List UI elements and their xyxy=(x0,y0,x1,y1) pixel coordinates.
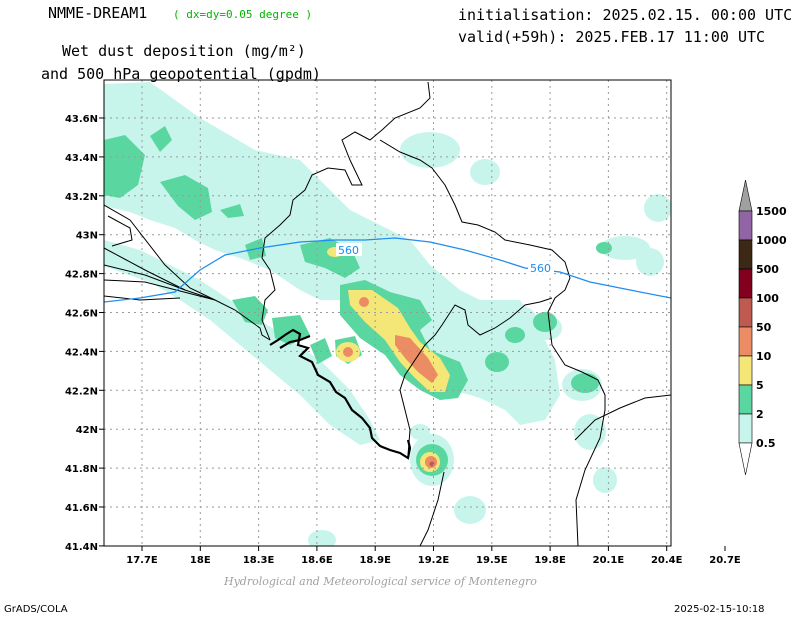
lat-tick-label: 43N xyxy=(76,231,98,242)
initialisation-time: initialisation: 2025.02.15. 00:00 UTC xyxy=(458,6,793,24)
lat-tick-label: 43.6N xyxy=(65,114,98,125)
model-name: NMME-DREAM1 xyxy=(48,4,148,22)
legend-label: 2 xyxy=(756,408,764,421)
legend-label: 0.5 xyxy=(756,437,776,450)
legend-swatch xyxy=(738,326,753,357)
lon-tick-label: 18.3E xyxy=(243,555,275,566)
lat-tick-label: 42.8N xyxy=(65,270,98,281)
lon-tick-label: 19.8E xyxy=(534,555,566,566)
map-gridlines xyxy=(104,80,671,546)
lat-tick-label: 43.2N xyxy=(65,192,98,203)
lat-tick-label: 42.6N xyxy=(65,309,98,320)
legend-arrow-bottom xyxy=(738,442,753,476)
country-borders xyxy=(104,81,671,546)
credit-line: Hydrological and Meteorological service … xyxy=(224,575,537,588)
legend-swatch xyxy=(738,210,753,241)
legend-label: 50 xyxy=(756,321,772,334)
legend-label: 500 xyxy=(756,263,779,276)
lat-tick-label: 42N xyxy=(76,425,98,436)
legend-label: 100 xyxy=(756,292,779,305)
axis-tickmarks xyxy=(99,117,726,551)
legend-label: 1500 xyxy=(756,205,787,218)
valid-time: valid(+59h): 2025.FEB.17 11:00 UTC xyxy=(458,28,766,46)
lat-tick-label: 41.6N xyxy=(65,503,98,514)
lon-tick-label: 20.7E xyxy=(709,555,741,566)
legend-swatch xyxy=(738,413,753,444)
lon-tick-label: 20.1E xyxy=(593,555,625,566)
resolution-label: ( dx=dy=0.05 degree ) xyxy=(173,8,313,21)
lat-tick-label: 43.4N xyxy=(65,153,98,164)
map-title-line1: Wet dust deposition (mg/m²) xyxy=(62,42,306,60)
contour-label-bg xyxy=(336,243,362,256)
generation-time: 2025-02-15-10:18 xyxy=(674,604,765,615)
lon-tick-label: 17.7E xyxy=(126,555,158,566)
lat-tick-label: 41.4N xyxy=(65,542,98,553)
lat-tick-label: 42.4N xyxy=(65,347,98,358)
lon-tick-label: 18.6E xyxy=(301,555,333,566)
lat-tick-label: 42.2N xyxy=(65,386,98,397)
color-legend: 1500 1000 500 100 50 10 5 2 0.5 xyxy=(738,179,787,476)
lon-tick-label: 18E xyxy=(190,555,211,566)
legend-label: 1000 xyxy=(756,234,787,247)
lon-tick-label: 19.5E xyxy=(476,555,508,566)
lon-tick-label: 18.9E xyxy=(359,555,391,566)
lon-tick-label: 20.4E xyxy=(651,555,683,566)
legend-swatch xyxy=(738,297,753,328)
contour-label-bg xyxy=(528,261,554,274)
coastline xyxy=(269,328,412,460)
contour-label: 560 xyxy=(530,262,551,275)
legend-swatch xyxy=(738,355,753,386)
legend-swatch xyxy=(738,268,753,299)
software-label: GrADS/COLA xyxy=(4,604,68,615)
lon-tick-label: 19.2E xyxy=(418,555,450,566)
map-title-line2: and 500 hPa geopotential (gpdm) xyxy=(41,65,321,83)
legend-swatch xyxy=(738,384,753,415)
latitude-tick-labels: 43.6N 43.4N 43.2N 43N 42.8N 42.6N 42.4N 42.2N 42… xyxy=(65,114,98,553)
geopotential-contour-560 xyxy=(104,237,671,303)
legend-swatch xyxy=(738,239,753,270)
longitude-tick-labels: 17.7E 18E 18.3E 18.6E 18.9E 19.2E 19.5E 19.8E 20… xyxy=(126,555,741,566)
contour-label: 560 xyxy=(338,244,359,257)
legend-label: 5 xyxy=(756,379,764,392)
dust-field xyxy=(104,80,671,546)
contour-labels: 560 560 xyxy=(336,243,554,275)
legend-arrow-top xyxy=(738,179,753,212)
lat-tick-label: 41.8N xyxy=(65,464,98,475)
legend-label: 10 xyxy=(756,350,772,363)
